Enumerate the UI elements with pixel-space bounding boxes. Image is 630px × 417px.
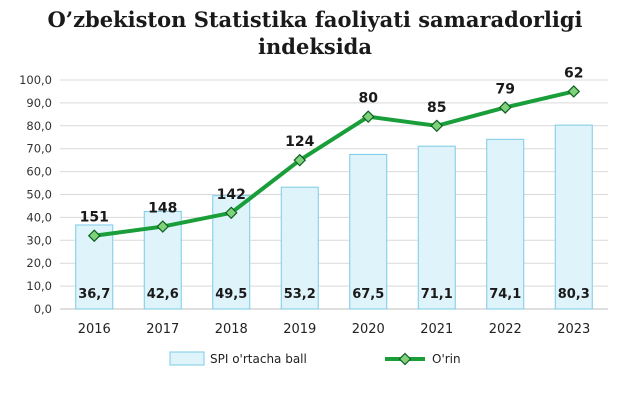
y-tick-label: 80,0	[26, 119, 52, 133]
bar-data-label: 42,6	[147, 287, 179, 302]
bar-data-label: 74,1	[489, 287, 521, 302]
line-point	[87, 229, 101, 243]
line-data-label: 62	[564, 65, 583, 81]
bar-data-label: 80,3	[558, 287, 590, 302]
y-tick-label: 20,0	[26, 256, 52, 270]
y-tick-label: 30,0	[26, 233, 52, 247]
legend-line-marker	[398, 352, 412, 366]
y-tick-label: 100,0	[19, 73, 52, 87]
bar-data-label: 49,5	[215, 287, 247, 302]
legend-bar-label: SPI o'rtacha ball	[210, 352, 307, 366]
bar	[486, 138, 525, 310]
bar-data-label: 67,5	[352, 287, 384, 302]
x-tick-label: 2017	[146, 322, 179, 337]
line-point	[156, 220, 170, 233]
line-point	[567, 85, 581, 98]
y-tick-label: 50,0	[26, 188, 52, 202]
legend-bar-swatch	[169, 351, 205, 366]
y-tick-label: 90,0	[26, 96, 52, 110]
x-tick-label: 2018	[215, 322, 248, 337]
bar-data-label: 36,7	[78, 287, 110, 302]
line-data-label: 85	[427, 100, 446, 116]
x-tick-label: 2021	[420, 322, 453, 337]
x-tick-label: 2022	[489, 322, 522, 337]
line-point	[430, 119, 444, 133]
line-point	[293, 153, 307, 167]
line-data-label: 151	[80, 210, 109, 226]
line-series	[93, 89, 575, 238]
line-data-label: 142	[217, 187, 246, 203]
line-point	[361, 110, 375, 123]
y-tick-label: 70,0	[26, 142, 52, 156]
bar	[417, 145, 456, 310]
line-point	[498, 101, 512, 114]
line-data-label: 79	[496, 81, 515, 97]
x-tick-label: 2023	[557, 322, 590, 337]
chart-subtitle: indeksida	[258, 34, 372, 59]
legend-line-label: O'rin	[432, 352, 461, 366]
y-tick-label: 40,0	[26, 210, 52, 224]
x-tick-label: 2020	[352, 322, 385, 337]
line-data-label: 80	[359, 91, 379, 107]
x-tick-label: 2016	[78, 322, 111, 337]
line-point	[224, 206, 238, 220]
line-data-label: 124	[285, 134, 314, 150]
x-tick-label: 2019	[283, 322, 316, 337]
bar	[280, 186, 319, 310]
chart-title: O’zbekiston Statistika faoliyati samarad…	[47, 7, 583, 32]
bar-data-label: 53,2	[284, 287, 316, 302]
bar	[75, 224, 114, 310]
bar-data-label: 71,1	[421, 287, 453, 302]
bar	[554, 124, 593, 310]
line-data-label: 148	[148, 201, 177, 217]
bar	[349, 153, 388, 310]
y-tick-label: 60,0	[26, 165, 52, 179]
y-tick-label: 10,0	[26, 279, 52, 293]
y-tick-label: 0,0	[34, 302, 52, 316]
